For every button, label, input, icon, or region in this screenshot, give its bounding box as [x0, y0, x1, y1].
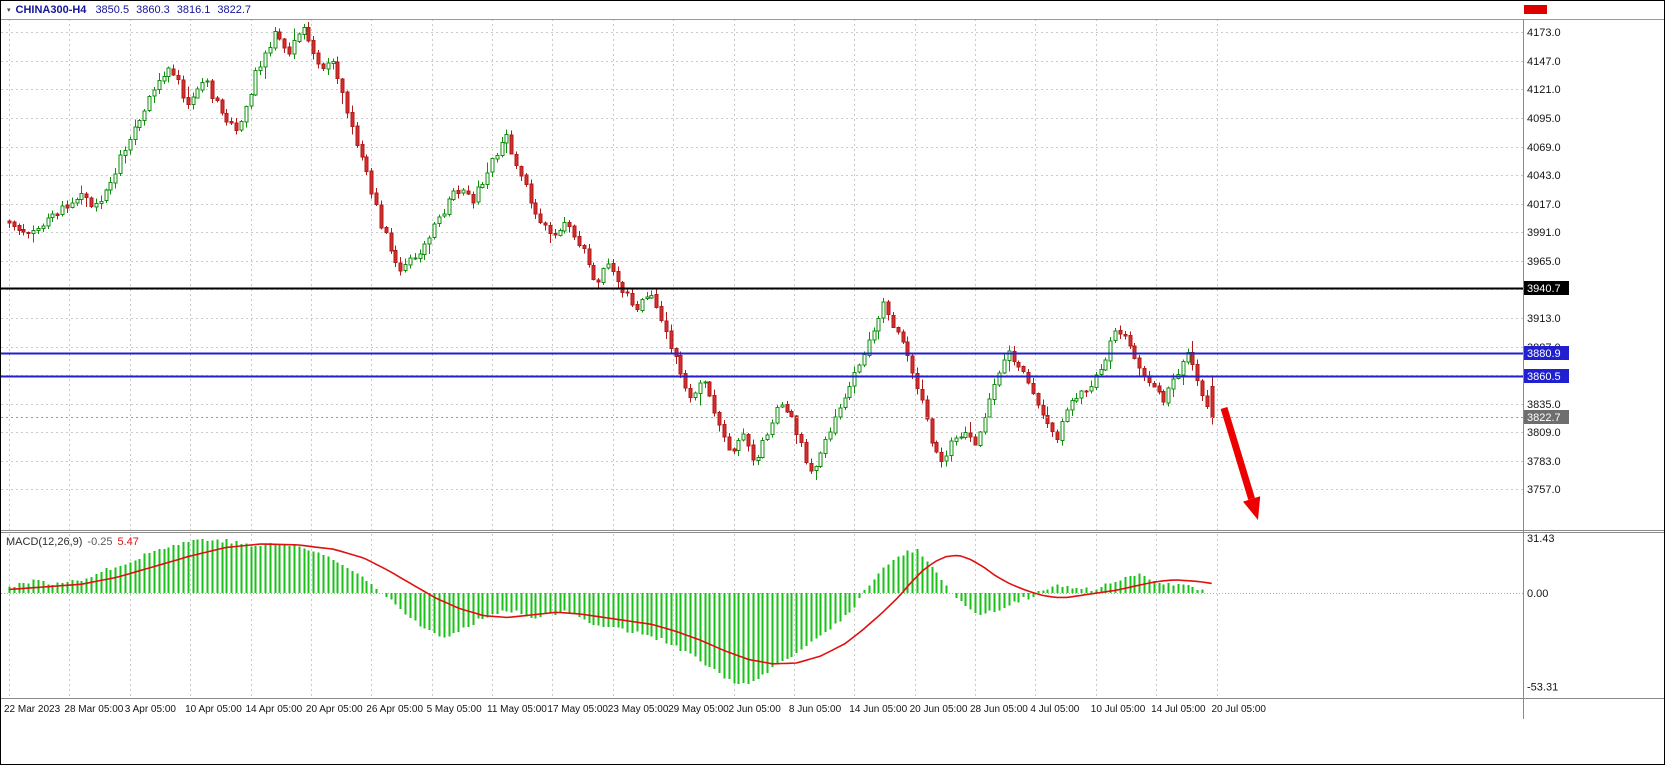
svg-text:4173.0: 4173.0 — [1527, 27, 1561, 39]
svg-text:3880.9: 3880.9 — [1527, 348, 1561, 360]
svg-text:28 Mar 05:00: 28 Mar 05:00 — [64, 704, 123, 715]
svg-text:8 Jun 05:00: 8 Jun 05:00 — [789, 704, 842, 715]
macd-axis-labels: 31.43 0.00 -53.31 — [1527, 533, 1558, 693]
macd-signal-line — [8, 543, 1212, 665]
macd-value: -0.25 — [87, 536, 113, 548]
level-lines-layer[interactable] — [1, 287, 1523, 378]
svg-text:26 Apr 05:00: 26 Apr 05:00 — [366, 704, 423, 715]
macd-signal-value: 5.47 — [117, 536, 139, 548]
svg-text:14 Jul 05:00: 14 Jul 05:00 — [1151, 704, 1206, 715]
bar-close-value: 3822.7 — [217, 4, 252, 16]
down-arrow-annotation[interactable] — [1220, 406, 1261, 520]
svg-text:4 Jul 05:00: 4 Jul 05:00 — [1030, 704, 1079, 715]
price-level-badges: 3940.7 3880.9 3860.5 3822.7 — [1524, 281, 1569, 424]
svg-text:5 May 05:00: 5 May 05:00 — [427, 704, 482, 715]
svg-text:10 Jul 05:00: 10 Jul 05:00 — [1091, 704, 1146, 715]
svg-text:29 May 05:00: 29 May 05:00 — [668, 704, 729, 715]
panel-separators[interactable] — [1, 530, 1665, 699]
candles-layer — [7, 22, 1215, 481]
svg-text:14 Jun 05:00: 14 Jun 05:00 — [849, 704, 907, 715]
svg-text:11 May 05:00: 11 May 05:00 — [487, 704, 547, 715]
svg-text:4121.0: 4121.0 — [1527, 84, 1561, 96]
svg-text:3 Apr 05:00: 3 Apr 05:00 — [125, 704, 177, 715]
bar-high-value: 3860.3 — [136, 4, 170, 16]
bar-open-value: 3850.5 — [95, 4, 130, 16]
bar-low-value: 3816.1 — [176, 4, 211, 16]
macd-name: MACD(12,26,9) — [6, 536, 83, 548]
svg-text:28 Jun 05:00: 28 Jun 05:00 — [970, 704, 1028, 715]
svg-text:3991.0: 3991.0 — [1527, 227, 1561, 239]
svg-text:10 Apr 05:00: 10 Apr 05:00 — [185, 704, 242, 715]
chart-symbol-title: CHINA300-H4 — [15, 4, 87, 16]
svg-text:23 May 05:00: 23 May 05:00 — [608, 704, 669, 715]
price-axis-background — [1524, 19, 1664, 764]
svg-text:20 Jun 05:00: 20 Jun 05:00 — [910, 704, 968, 715]
svg-text:-53.31: -53.31 — [1527, 681, 1558, 693]
svg-text:31.43: 31.43 — [1527, 533, 1555, 545]
svg-text:20 Jul 05:00: 20 Jul 05:00 — [1212, 704, 1267, 715]
svg-text:20 Apr 05:00: 20 Apr 05:00 — [306, 704, 363, 715]
macd-indicator-label: MACD(12,26,9) -0.25 5.47 — [6, 536, 144, 548]
svg-text:2 Jun 05:00: 2 Jun 05:00 — [729, 704, 782, 715]
svg-text:3783.0: 3783.0 — [1527, 456, 1561, 468]
svg-text:3860.5: 3860.5 — [1527, 371, 1561, 383]
svg-text:3965.0: 3965.0 — [1527, 256, 1561, 268]
svg-text:3913.0: 3913.0 — [1527, 313, 1561, 325]
svg-text:17 May 05:00: 17 May 05:00 — [547, 704, 608, 715]
svg-text:4043.0: 4043.0 — [1527, 170, 1561, 182]
symbol-dropdown-icon[interactable]: ▾ — [7, 7, 11, 14]
svg-text:0.00: 0.00 — [1527, 588, 1548, 600]
svg-text:3940.7: 3940.7 — [1527, 283, 1561, 295]
svg-text:14 Apr 05:00: 14 Apr 05:00 — [246, 704, 303, 715]
svg-text:4017.0: 4017.0 — [1527, 199, 1561, 211]
macd-histogram-layer — [8, 538, 1204, 685]
time-axis-labels[interactable]: 22 Mar 2023 28 Mar 05:00 3 Apr 05:00 10 Apr… — [4, 704, 1266, 715]
svg-text:4147.0: 4147.0 — [1527, 56, 1561, 68]
svg-text:4095.0: 4095.0 — [1527, 113, 1561, 125]
svg-text:3835.0: 3835.0 — [1527, 399, 1561, 411]
svg-text:3757.0: 3757.0 — [1527, 484, 1561, 496]
svg-text:3822.7: 3822.7 — [1527, 412, 1561, 424]
chart-header-bar: ▾ CHINA300-H4 3850.5 3860.3 3816.1 3822.… — [1, 1, 1664, 20]
svg-text:4069.0: 4069.0 — [1527, 142, 1561, 154]
svg-text:3809.0: 3809.0 — [1527, 427, 1561, 439]
topbar-red-badge[interactable] — [1524, 5, 1547, 14]
svg-text:22 Mar 2023: 22 Mar 2023 — [4, 704, 61, 715]
